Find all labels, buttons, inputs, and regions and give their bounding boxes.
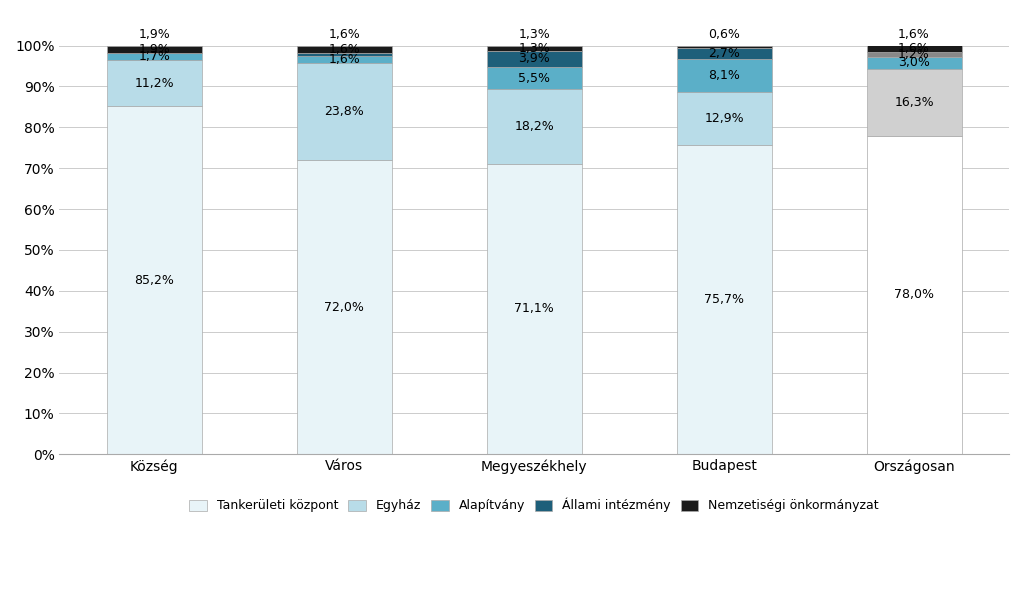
Bar — [297, 160, 392, 455]
Text: 1,6%: 1,6% — [329, 28, 360, 41]
Text: 23,8%: 23,8% — [325, 105, 365, 118]
Text: 1,9%: 1,9% — [138, 43, 170, 56]
Text: 1,6%: 1,6% — [329, 53, 360, 66]
Text: 3,0%: 3,0% — [898, 56, 930, 69]
Text: 1,9%: 1,9% — [138, 28, 170, 41]
Bar — [486, 51, 582, 67]
Bar — [677, 48, 772, 59]
Text: 71,1%: 71,1% — [514, 302, 554, 315]
Bar — [677, 92, 772, 145]
Bar — [106, 46, 202, 54]
Bar — [297, 63, 392, 160]
Bar — [677, 46, 772, 48]
Text: 75,7%: 75,7% — [705, 293, 744, 306]
Bar — [297, 52, 392, 56]
Bar — [486, 46, 582, 51]
Text: 16,3%: 16,3% — [894, 96, 934, 109]
Text: 12,9%: 12,9% — [705, 112, 743, 125]
Bar — [106, 106, 202, 455]
Bar — [106, 54, 202, 60]
Bar — [486, 67, 582, 89]
Bar — [677, 145, 772, 455]
Text: 1,3%: 1,3% — [518, 42, 550, 55]
Text: 78,0%: 78,0% — [894, 288, 934, 302]
Bar — [677, 59, 772, 92]
Text: 3,9%: 3,9% — [518, 52, 550, 66]
Text: 1,7%: 1,7% — [138, 51, 170, 63]
Bar — [866, 135, 962, 455]
Text: 72,0%: 72,0% — [325, 300, 365, 314]
Text: 2,7%: 2,7% — [709, 47, 740, 60]
Bar — [866, 52, 962, 57]
Bar — [297, 46, 392, 52]
Text: 1,3%: 1,3% — [518, 28, 550, 41]
Text: 18,2%: 18,2% — [514, 120, 554, 133]
Text: 0,6%: 0,6% — [709, 28, 740, 41]
Legend: Tankerületi központ, Egyház, Alapítvány, Állami intézmény, Nemzetiségi önkormány: Tankerületi központ, Egyház, Alapítvány,… — [184, 493, 884, 518]
Bar — [106, 60, 202, 106]
Text: 1,6%: 1,6% — [898, 28, 930, 41]
Bar — [297, 56, 392, 63]
Bar — [866, 69, 962, 135]
Text: 85,2%: 85,2% — [134, 274, 174, 287]
Text: 1,2%: 1,2% — [898, 48, 930, 61]
Text: 11,2%: 11,2% — [134, 76, 174, 90]
Text: 8,1%: 8,1% — [709, 69, 740, 82]
Text: 1,6%: 1,6% — [898, 42, 930, 55]
Text: 5,5%: 5,5% — [518, 72, 550, 85]
Text: 1,6%: 1,6% — [329, 43, 360, 56]
Bar — [866, 57, 962, 69]
Bar — [486, 89, 582, 164]
Bar — [866, 45, 962, 52]
Bar — [486, 164, 582, 455]
